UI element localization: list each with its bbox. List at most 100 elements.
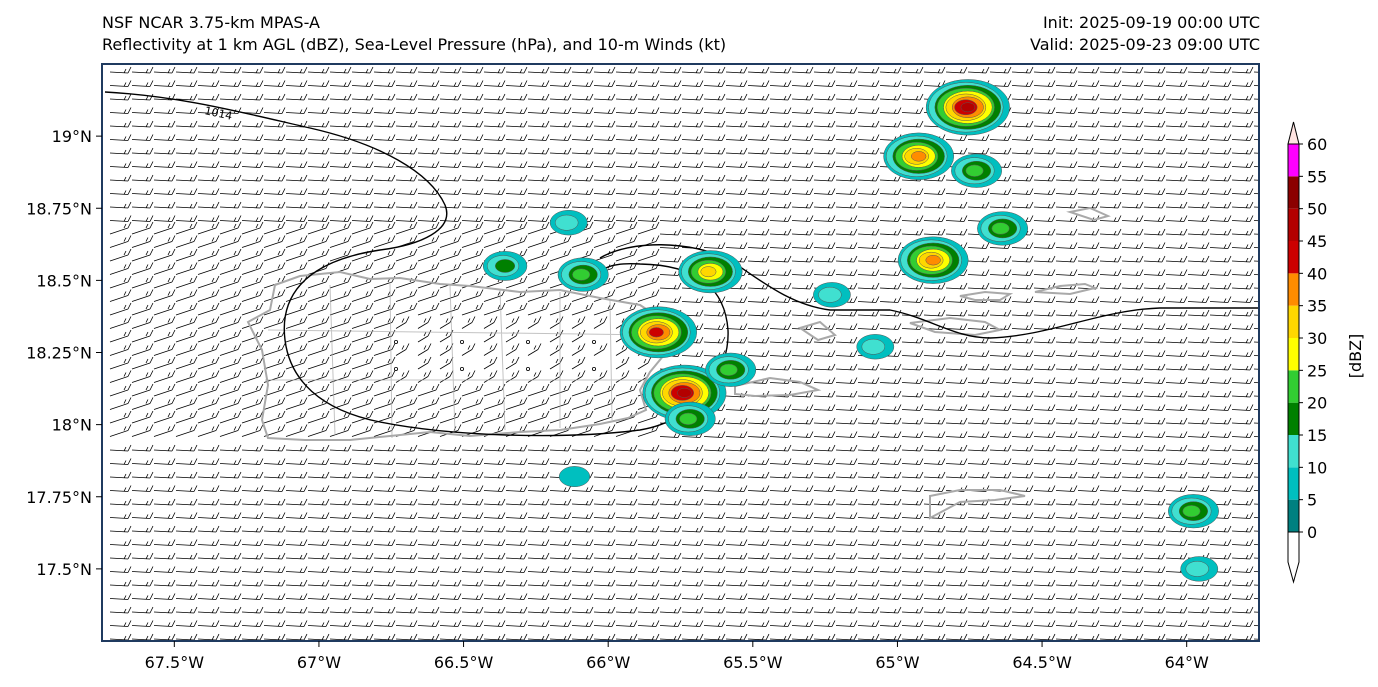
wind-barb [307,161,330,168]
wind-barb [131,235,154,248]
wind-barb [813,80,836,87]
wind-barb [945,390,968,398]
wind-barb [857,93,880,101]
wind-barb [197,302,220,316]
wind-barb [197,620,220,627]
wind-barb [1077,188,1100,195]
wind-barb [615,566,638,573]
wind-barb [1187,66,1210,74]
wind-barb [703,120,726,128]
wind-barb [549,512,572,519]
wind-barb [439,539,462,546]
wind-barb [1143,404,1166,411]
wind-barb [351,579,374,587]
wind-barb [373,525,396,533]
wind-barb [857,539,880,546]
wind-barb [527,66,550,74]
wind-barb [483,620,506,627]
wind-barb [791,309,814,317]
wind-barb [813,201,836,209]
wind-barb [1121,188,1144,195]
wind-barb [703,215,726,222]
wind-barb [329,66,352,74]
wind-barb [461,235,484,248]
wind-barb [395,221,418,235]
wind-barb [879,566,902,573]
wind-barb [769,593,792,600]
wind-barb [835,633,858,641]
wind-barb [439,262,462,275]
culebra-coastline [797,320,838,342]
wind-barb [1077,363,1100,371]
wind-barb [395,289,418,302]
wind-barb [1033,80,1056,87]
wind-barb [1033,161,1056,168]
wind-barb [1099,444,1122,452]
wind-barb [703,566,726,573]
wind-barb [131,262,154,275]
wind-barb [219,302,242,316]
wind-barb [263,188,286,195]
wind-barb [637,458,660,465]
wind-barb [791,174,814,182]
wind-barb [769,566,792,573]
wind-barb [1011,417,1034,425]
wind-barb [967,606,990,614]
wind-barb [1099,606,1122,614]
wind-barb [1231,93,1254,101]
wind-barb [769,485,792,492]
wind-barb [659,512,682,519]
wind-barb [571,107,594,114]
echo-contour [960,102,976,113]
wind-barb [351,525,374,533]
wind-barb [923,377,946,384]
wind-barb [1143,458,1166,465]
wind-barb [153,174,176,182]
wind-barb [1231,620,1254,627]
wind-barb [703,107,726,114]
wind-barb [109,485,132,492]
wind-barb [769,255,792,263]
wind-barb [725,201,748,209]
wind-barb [373,329,396,343]
wind-barb [285,134,308,141]
wind-barb [417,134,440,141]
wind-barb [945,282,968,290]
wind-barb [1187,161,1210,168]
wind-barb [1077,377,1100,384]
wind-barb [307,235,330,248]
wind-barb [1077,296,1100,303]
wind-barb [1187,620,1210,627]
wind-barb [967,552,990,560]
wind-barb [1143,80,1166,87]
wind-barb [175,134,198,141]
colorbar-segment [1288,241,1299,274]
wind-barb [1121,539,1144,546]
wind-barb [1011,566,1034,573]
wind-barb [285,579,308,587]
wind-barb [1209,255,1232,263]
wind-barb [1077,471,1100,479]
wind-barb [659,66,682,74]
wind-barb [373,262,396,275]
wind-barb [1165,120,1188,128]
wind-barb [571,397,594,410]
wind-barb [373,80,396,87]
wind-barb [901,377,924,384]
wind-barb [1121,107,1144,114]
wind-barb [813,525,836,533]
wind-barb [1077,161,1100,168]
wind-barb [131,397,154,410]
wind-barb [813,147,836,155]
wind-barb [1253,395,1259,397]
wind-barb [967,417,990,425]
wind-barb [615,93,638,101]
wind-barb [373,161,396,168]
valid-time: Valid: 2025-09-23 09:00 UTC [1029,35,1260,54]
wind-barb [857,390,880,398]
wind-barb [1055,593,1078,600]
wind-barb [109,316,132,329]
wind-barb [791,566,814,573]
wind-barb [857,458,880,465]
wind-barb [307,248,330,262]
